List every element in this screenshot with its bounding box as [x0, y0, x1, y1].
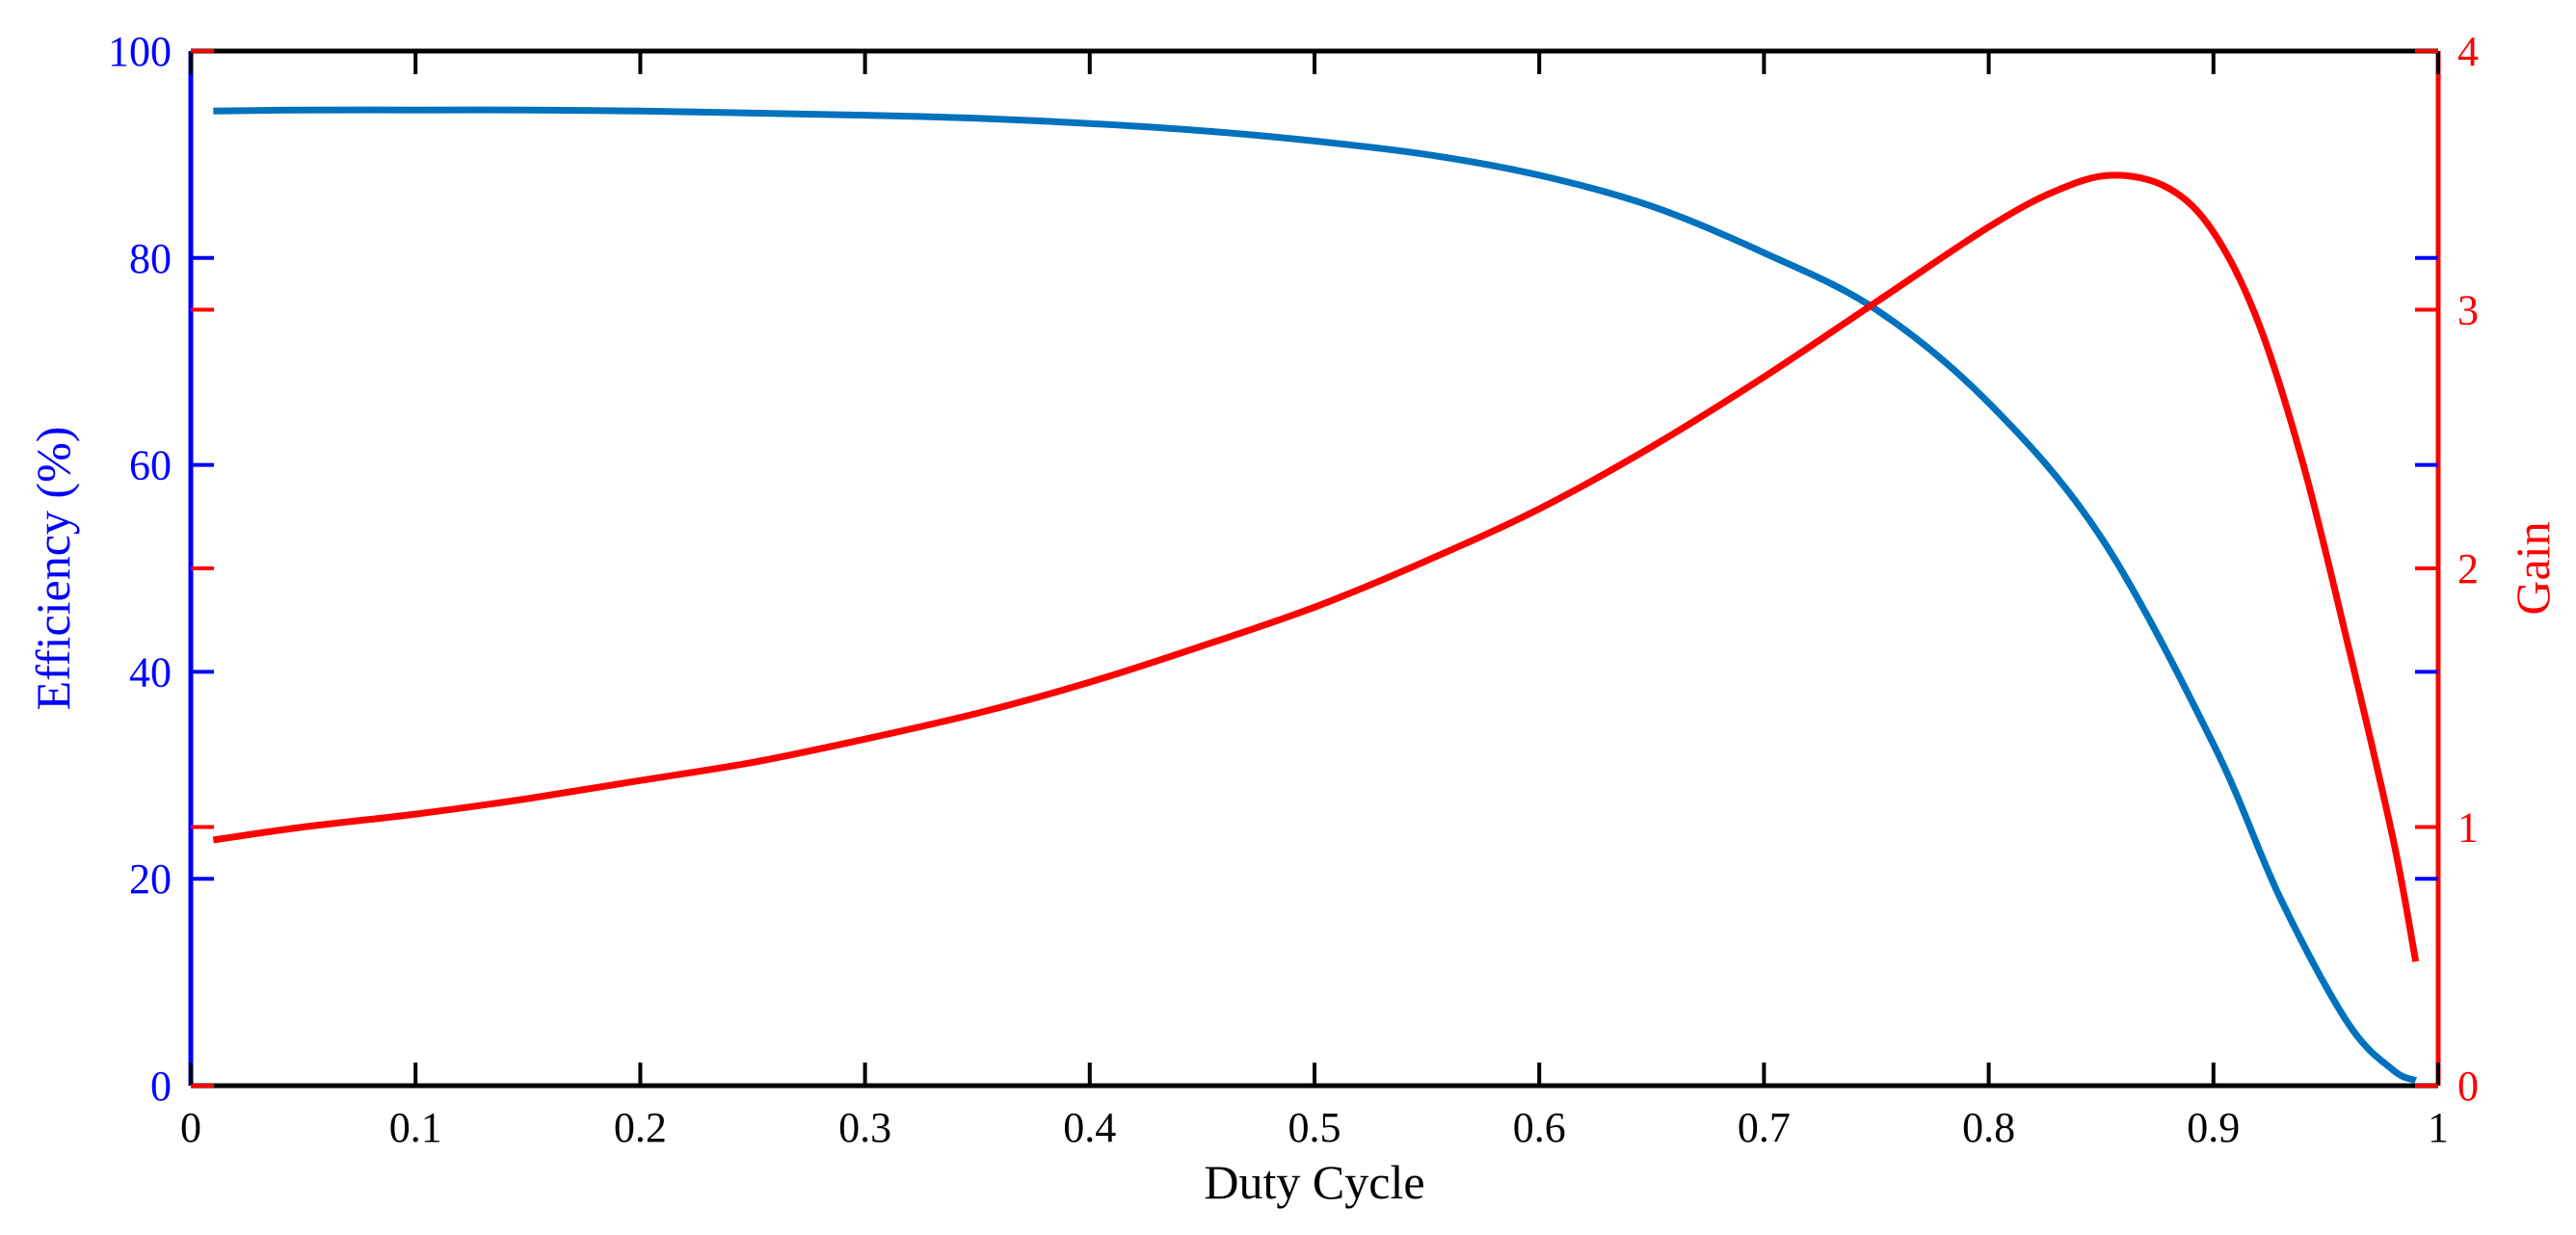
y-right-tick-label: 3 — [2457, 287, 2479, 334]
y-left-axis-title: Efficiency (%) — [26, 427, 80, 711]
y-right-tick-label: 0 — [2457, 1063, 2479, 1110]
y-right-tick-label: 1 — [2457, 804, 2479, 852]
x-tick-label: 0.9 — [2187, 1104, 2240, 1151]
y-left-tick-label: 20 — [129, 855, 172, 903]
x-tick-label: 0.6 — [1513, 1104, 1566, 1151]
y-right-axis-title: Gain — [2506, 521, 2560, 615]
y-left-tick-label: 80 — [129, 235, 172, 282]
x-tick-label: 0.5 — [1288, 1104, 1341, 1151]
y-right-tick-label: 2 — [2457, 545, 2479, 592]
x-tick-label: 0.7 — [1738, 1104, 1791, 1151]
x-tick-label: 1 — [2428, 1104, 2449, 1151]
y-left-tick-label: 0 — [150, 1063, 172, 1110]
y-left-tick-label: 100 — [108, 28, 172, 75]
x-tick-label: 0.8 — [1962, 1104, 2015, 1151]
x-tick-label: 0.3 — [838, 1104, 891, 1151]
efficiency-series-line — [213, 106, 2418, 1084]
x-tick-label: 0.2 — [614, 1104, 667, 1151]
x-tick-label: 0.4 — [1063, 1104, 1116, 1151]
x-tick-label: 0 — [180, 1104, 201, 1151]
y-right-tick-label: 4 — [2457, 28, 2479, 75]
y-left-tick-label: 40 — [129, 648, 172, 696]
x-axis-title: Duty Cycle — [1204, 1155, 1424, 1209]
y-left-tick-label: 60 — [129, 442, 172, 489]
gain-series-line — [212, 171, 2420, 962]
x-tick-label: 0.1 — [389, 1104, 442, 1151]
